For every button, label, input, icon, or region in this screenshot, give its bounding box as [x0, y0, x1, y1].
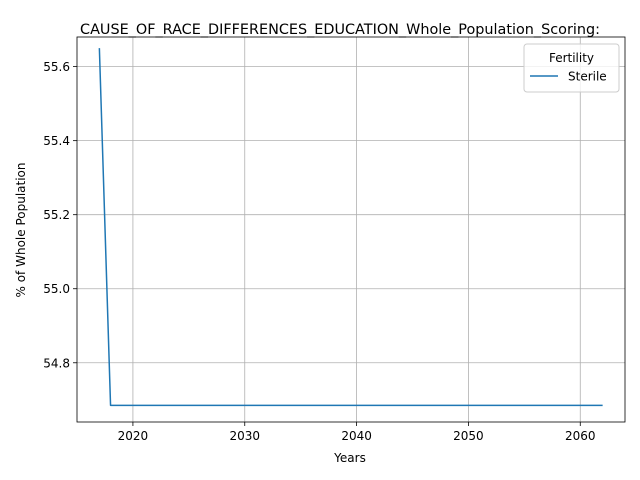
x-axis-ticks: 2020 2030 2040 2050 2060 [118, 422, 596, 443]
x-tick-label: 2060 [565, 429, 596, 443]
series-line-sterile [98, 48, 603, 407]
x-tick-label: 2050 [453, 429, 484, 443]
x-tick-label: 2020 [118, 429, 149, 443]
y-axis-ticks: 54.8 55.0 55.2 55.4 55.6 [43, 60, 77, 370]
y-tick-label: 55.6 [43, 60, 70, 74]
y-axis-label: % of Whole Population [14, 163, 28, 298]
y-tick-label: 55.4 [43, 134, 70, 148]
x-axis-label: Years [333, 451, 366, 465]
series-layer [98, 48, 603, 407]
y-tick-label: 55.2 [43, 208, 70, 222]
legend-box [523, 43, 620, 93]
legend-label-sterile: Sterile [568, 70, 607, 84]
plot-frame [76, 36, 626, 423]
grid-lines [77, 37, 625, 422]
x-tick-label: 2030 [229, 429, 260, 443]
y-tick-label: 54.8 [43, 356, 70, 370]
legend: Fertility Sterile [523, 43, 620, 93]
y-tick-label: 55.0 [43, 282, 70, 296]
chart-title: CAUSE_OF_RACE_DIFFERENCES_EDUCATION_Whol… [80, 22, 600, 38]
legend-title: Fertility [549, 51, 594, 65]
x-tick-label: 2040 [341, 429, 372, 443]
